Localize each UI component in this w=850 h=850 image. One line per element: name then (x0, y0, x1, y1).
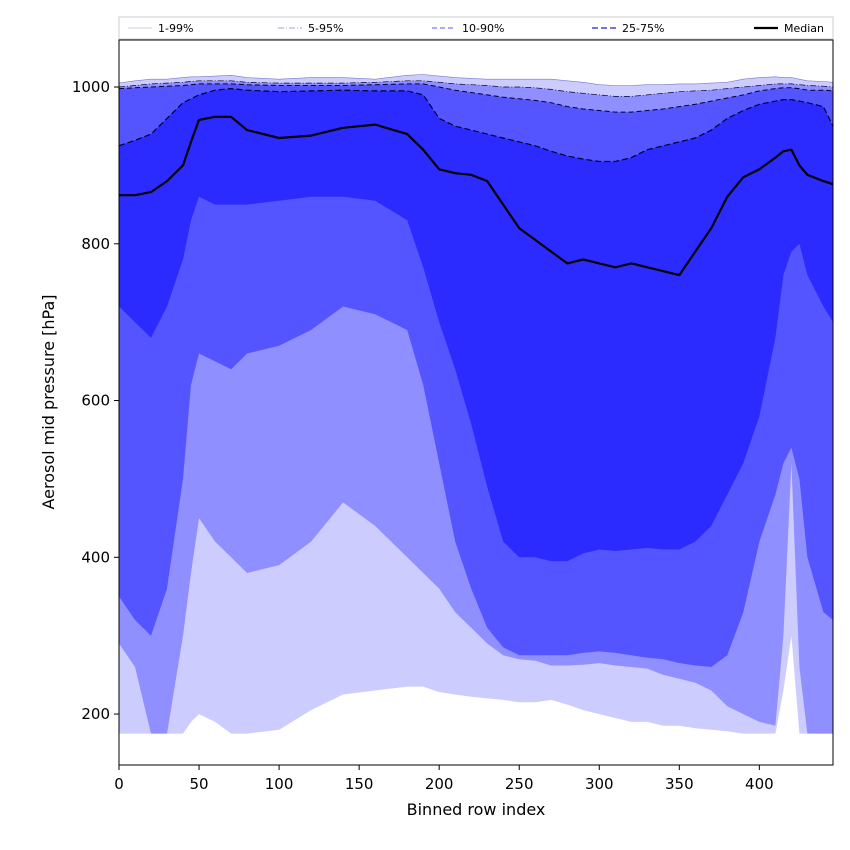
legend-item-5-95: 5-95% (278, 22, 343, 35)
y-axis-title: Aerosol mid pressure [hPa] (39, 294, 58, 509)
x-tick-label: 50 (189, 775, 208, 793)
x-axis-title: Binned row index (407, 800, 546, 819)
legend-label: 10-90% (462, 22, 504, 35)
legend-box (118, 16, 834, 40)
band-25-75 (119, 88, 833, 562)
x-tick-label: 350 (665, 775, 694, 793)
edge-5-95 (119, 80, 833, 97)
y-axis: 200 400 600 800 1000 (72, 78, 119, 723)
plot-frame (118, 39, 834, 766)
edge-10-90 (119, 83, 833, 113)
x-tick-label: 200 (425, 775, 454, 793)
y-tick-label: 800 (81, 235, 110, 253)
x-tick-label: 250 (505, 775, 534, 793)
y-tick-label: 400 (81, 548, 110, 566)
y-tick-label: 1000 (72, 78, 110, 96)
edge-25-75 (119, 87, 833, 163)
legend-label: 25-75% (622, 22, 664, 35)
legend-item-median: Median (754, 22, 824, 35)
x-tick-label: 150 (345, 775, 374, 793)
edge-1-99 (119, 74, 833, 86)
x-tick-label: 400 (745, 775, 774, 793)
x-axis: 0 50 100 150 200 250 300 350 400 (114, 765, 774, 793)
legend-label: 1-99% (158, 22, 193, 35)
legend-item-1-99: 1-99% (128, 22, 193, 35)
plot-area (119, 74, 833, 734)
legend-item-10-90: 10-90% (432, 22, 504, 35)
x-tick-label: 0 (114, 775, 124, 793)
y-tick-label: 200 (81, 705, 110, 723)
legend-item-25-75: 25-75% (592, 22, 664, 35)
legend-label: Median (784, 22, 824, 35)
x-tick-label: 300 (585, 775, 614, 793)
y-tick-label: 600 (81, 392, 110, 410)
legend-label: 5-95% (308, 22, 343, 35)
median-line (119, 115, 833, 277)
x-tick-label: 100 (265, 775, 294, 793)
legend: 1-99% 5-95% 10-90% 25-75% Median (118, 16, 834, 40)
